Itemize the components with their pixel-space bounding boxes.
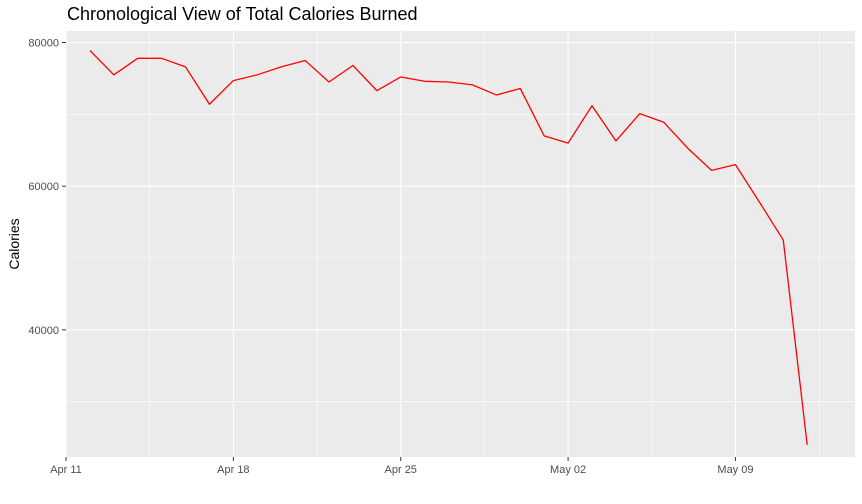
- chart-title: Chronological View of Total Calories Bur…: [67, 4, 418, 24]
- y-tick-label: 80000: [28, 37, 59, 49]
- x-tick-label: Apr 11: [50, 464, 82, 476]
- series-line: [89, 49, 808, 445]
- x-tick-label: May 09: [717, 464, 753, 476]
- major-gridlines: [65, 31, 855, 457]
- y-axis-title: Calories: [6, 218, 22, 269]
- series-layer: [89, 49, 808, 445]
- x-tick-label: Apr 18: [217, 464, 249, 476]
- y-tick-label: 60000: [28, 181, 59, 193]
- x-axis-tick-labels: Apr 11 Apr 18 Apr 25 May 02 May 09: [50, 464, 753, 476]
- y-tick-label: 40000: [28, 325, 59, 337]
- x-tick-label: May 02: [550, 464, 586, 476]
- x-tick-label: Apr 25: [385, 464, 417, 476]
- axis-ticks: [62, 41, 736, 461]
- minor-gridlines: [66, 31, 855, 457]
- plot-panel: [66, 31, 855, 457]
- y-axis-tick-labels: 40000 60000 80000: [28, 37, 59, 336]
